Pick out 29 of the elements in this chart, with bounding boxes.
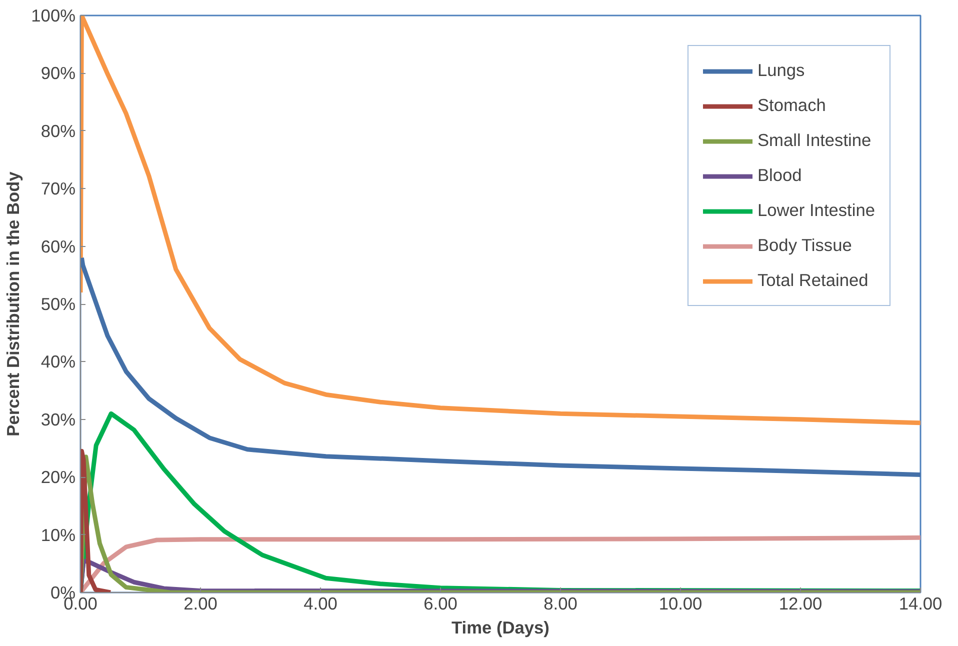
- legend-label: Stomach: [757, 95, 826, 116]
- line-series: [80, 16, 920, 426]
- x-tick-label: 8.00: [544, 594, 578, 614]
- line-series: [80, 448, 113, 592]
- y-tick-label: 90%: [40, 63, 76, 84]
- y-tick-label: 20%: [40, 467, 76, 488]
- legend-label: Body Tissue: [757, 235, 852, 256]
- line-series: [80, 256, 920, 478]
- y-tick-label: 70%: [40, 178, 76, 199]
- legend-label: Lungs: [757, 60, 805, 81]
- x-tick-label: 10.00: [658, 594, 702, 614]
- y-tick-label: 10%: [40, 524, 76, 545]
- y-tick-label: 40%: [40, 352, 76, 372]
- y-axis-title: Percent Distribution in the Body: [3, 171, 24, 436]
- legend-label: Small Intestine: [757, 130, 872, 151]
- x-tick-label: 12.00: [778, 594, 822, 614]
- y-tick-label: 50%: [40, 294, 76, 314]
- y-tick-label: 100%: [31, 6, 76, 26]
- legend-label: Blood: [757, 165, 802, 186]
- y-tick-label: 60%: [40, 236, 76, 256]
- legend-label: Lower Intestine: [757, 200, 875, 221]
- x-tick-label: 6.00: [424, 594, 458, 614]
- y-tick-label: 80%: [40, 120, 76, 141]
- y-tick-label: 30%: [40, 409, 76, 430]
- x-tick-label: 2.00: [184, 594, 218, 614]
- x-tick-label: 4.00: [304, 594, 338, 614]
- x-tick-label: 14.00: [898, 594, 942, 614]
- x-axis-title: Time (Days): [452, 618, 550, 638]
- legend-label: Total Retained: [757, 270, 868, 291]
